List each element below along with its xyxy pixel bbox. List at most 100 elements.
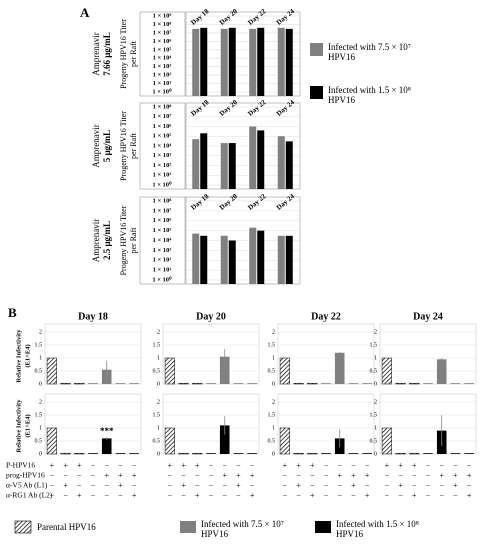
table-sign: − [132, 481, 137, 490]
table-sign: − [118, 491, 123, 500]
y-tick-label: 1 × 10⁴ [153, 55, 172, 62]
category-label: Day 20 [218, 98, 239, 118]
bar [450, 383, 461, 384]
table-sign: + [118, 471, 123, 480]
y-tick-label: 1 × 10² [153, 72, 172, 79]
chart-title: Day 22 [311, 311, 341, 322]
table-sign: − [439, 461, 444, 470]
y-tick-label: 1.5 [268, 342, 276, 348]
bar [74, 382, 85, 385]
table-sign: + [181, 481, 186, 490]
table-sign: + [467, 491, 472, 500]
y-tick-label: 1 × 10⁰ [152, 87, 172, 95]
y-tick-label: 0 [157, 451, 160, 457]
row-label: 7.66 μg/mL [102, 32, 112, 76]
y-tick-label: 1 × 10² [153, 257, 172, 264]
table-sign: − [50, 491, 55, 500]
table-sign: − [467, 461, 472, 470]
table-row-label: α-RG1 Ab (L2) [6, 491, 53, 500]
table-sign: + [250, 471, 255, 480]
plot-frame [44, 323, 142, 385]
y-tick-label: 0.5 [370, 438, 378, 444]
y-tick-label: 2 [39, 399, 42, 405]
table-sign: − [337, 491, 342, 500]
y-tick-label: 1 × 10⁴ [153, 237, 172, 244]
y-tick-label: 2 [272, 329, 275, 335]
table-sign: − [439, 481, 444, 490]
y-tick-label: 1 [39, 355, 42, 361]
table-sign: + [310, 491, 315, 500]
table-sign: − [310, 481, 315, 490]
bar [277, 27, 285, 97]
y-tick-label: 1 × 10³ [153, 63, 172, 70]
row-label: Amprenavir [91, 32, 101, 75]
table-sign: − [398, 471, 403, 480]
table-sign: + [453, 481, 458, 490]
table-sign: − [168, 471, 173, 480]
y-tick-label: 1 × 10⁶ [153, 217, 172, 224]
tick-box [139, 11, 186, 97]
annotation: *** [100, 426, 114, 436]
bar [395, 452, 406, 455]
tick-box [139, 102, 186, 190]
y-axis-label: Progeny HPV16 Titer [119, 111, 128, 181]
y-tick-label: 0 [374, 381, 377, 387]
category-label: Day 20 [218, 7, 239, 27]
bar [129, 453, 139, 454]
table-sign: − [236, 491, 241, 500]
bar [464, 453, 474, 454]
table-sign: − [181, 471, 186, 480]
y-tick-label: 0.5 [153, 438, 161, 444]
plot-frame [44, 393, 142, 455]
table-sign: − [426, 491, 431, 500]
bar [200, 235, 208, 284]
bar [129, 383, 139, 384]
y-tick-label: 1 × 10⁷ [153, 113, 172, 120]
y-axis-label: per Raft [129, 132, 138, 159]
y-tick-label: 1 × 10⁵ [153, 133, 172, 140]
legend-swatch [14, 520, 32, 534]
bar [192, 28, 200, 97]
table-sign: − [104, 461, 109, 470]
table-sign: − [222, 461, 227, 470]
bar [115, 453, 126, 454]
table-sign: + [365, 491, 370, 500]
y-tick-label: 2 [374, 399, 377, 405]
bar [178, 382, 189, 385]
table-sign: + [398, 461, 403, 470]
category-label: Day 24 [275, 192, 296, 212]
table-sign: − [324, 471, 329, 480]
bar [228, 240, 236, 284]
y-tick-label: 1 × 10⁷ [153, 29, 172, 36]
bar [220, 28, 228, 97]
row-label: 5 μg/mL [102, 130, 112, 162]
table-sign: − [283, 491, 288, 500]
table-sign: − [50, 471, 55, 480]
y-tick-label: 2 [272, 399, 275, 405]
table-row-label: α-V5 Ab (L1) [6, 481, 48, 490]
table-sign: − [63, 471, 68, 480]
table-sign: − [337, 461, 342, 470]
y-axis-label: per Raft [129, 227, 138, 254]
table-sign: − [365, 481, 370, 490]
table-sign: − [296, 471, 301, 480]
bar [206, 383, 216, 384]
table-sign: − [77, 471, 82, 480]
y-tick-label: 1.5 [370, 342, 378, 348]
y-tick-label: 1 × 10¹ [153, 172, 172, 179]
chart-title: Day 24 [413, 311, 443, 322]
y-tick-label: 1 × 10⁹ [153, 12, 172, 19]
y-axis-label: Progeny HPV16 Titer [119, 205, 128, 275]
y-tick-label: 1 × 10⁸ [153, 21, 172, 28]
y-tick-label: 1 × 10³ [153, 152, 172, 159]
bar [249, 227, 257, 284]
category-label: Day 18 [189, 7, 210, 27]
bar [307, 382, 318, 385]
table-sign: + [310, 461, 315, 470]
plot-frame [379, 393, 477, 455]
table-sign: + [195, 491, 200, 500]
table-sign: + [132, 471, 137, 480]
y-tick-label: 1 [39, 425, 42, 431]
chart-title: Day 20 [196, 311, 226, 322]
plot-frame [379, 323, 477, 385]
